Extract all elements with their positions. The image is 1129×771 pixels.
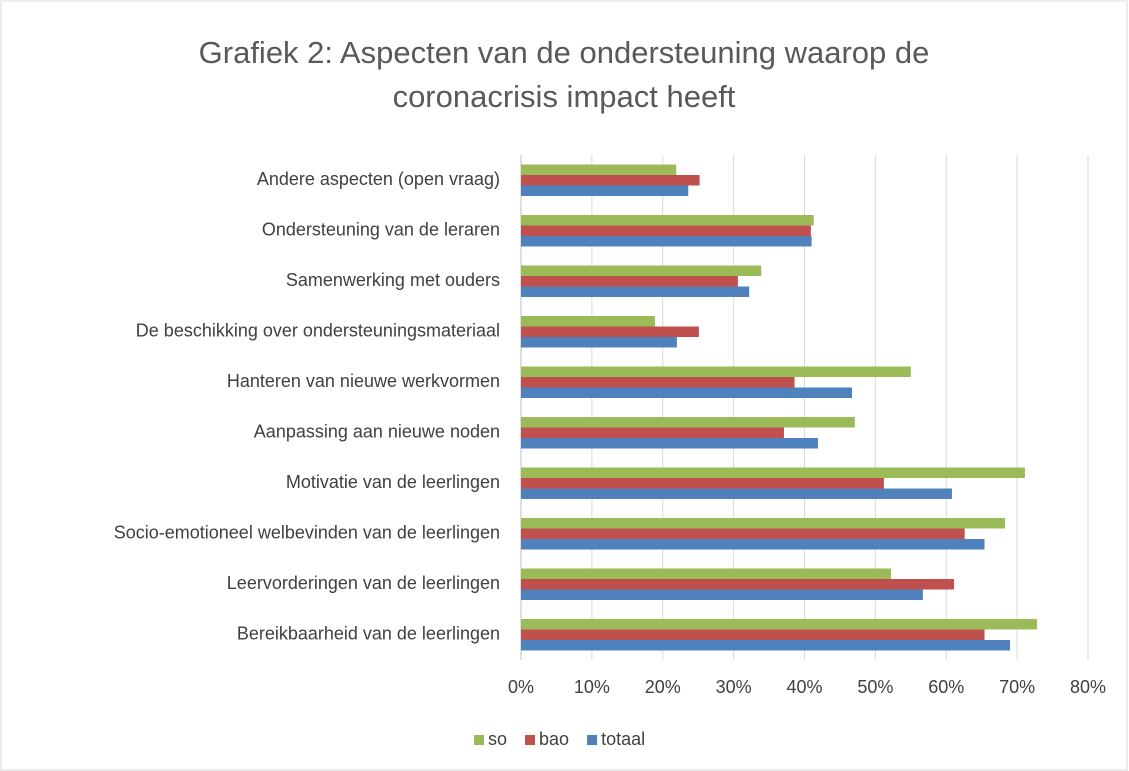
- x-tick-label: 10%: [574, 677, 610, 697]
- y-tick-label: Andere aspecten (open vraag): [257, 169, 500, 189]
- y-tick-label: Ondersteuning van de leraren: [262, 220, 500, 240]
- bar: [521, 629, 985, 640]
- bar: [521, 539, 985, 550]
- y-tick-label: Hanteren van nieuwe werkvormen: [227, 371, 500, 391]
- legend-swatch: [474, 735, 484, 745]
- legend-swatch: [525, 735, 536, 745]
- bar: [521, 528, 965, 539]
- x-tick-label: 60%: [928, 677, 964, 697]
- bar: [521, 326, 699, 337]
- x-tick-label: 30%: [716, 677, 752, 697]
- bar: [521, 265, 762, 276]
- chart-title: coronacrisis impact heeft: [393, 79, 736, 114]
- legend-label: bao: [539, 729, 569, 749]
- bar: [521, 619, 1037, 630]
- bar: [521, 175, 700, 186]
- bar: [521, 488, 952, 499]
- y-tick-label: Bereikbaarheid van de leerlingen: [237, 624, 500, 644]
- chart-title: Grafiek 2: Aspecten van de ondersteuning…: [199, 35, 930, 70]
- bar: [521, 518, 1006, 529]
- x-tick-label: 80%: [1070, 677, 1106, 697]
- legend-swatch: [587, 735, 598, 745]
- bar: [521, 568, 891, 579]
- y-tick-label: Aanpassing aan nieuwe noden: [254, 422, 500, 442]
- x-tick-label: 50%: [857, 677, 893, 697]
- bar: [521, 215, 814, 226]
- y-tick-label: Samenwerking met ouders: [286, 270, 500, 290]
- bar: [521, 589, 923, 600]
- x-tick-label: 20%: [645, 677, 681, 697]
- bar: [521, 387, 852, 398]
- x-tick-label: 0%: [508, 677, 534, 697]
- bar: [521, 276, 738, 287]
- bar: [521, 640, 1011, 651]
- bar: [521, 377, 795, 388]
- bar: [521, 164, 677, 175]
- bar: [521, 316, 655, 327]
- bar: [521, 366, 911, 377]
- legend-label: so: [488, 729, 507, 749]
- bar: [521, 286, 750, 297]
- x-tick-label: 70%: [999, 677, 1035, 697]
- bar: [521, 417, 855, 428]
- x-tick-label: 40%: [786, 677, 822, 697]
- bar: [521, 337, 677, 348]
- y-tick-label: Socio-emotioneel welbevinden van de leer…: [114, 523, 500, 543]
- bar: [521, 225, 811, 236]
- bar: [521, 427, 784, 438]
- y-tick-label: De beschikking over ondersteuningsmateri…: [136, 321, 500, 341]
- bar: [521, 579, 955, 590]
- bar: [521, 236, 812, 247]
- legend-label: totaal: [601, 729, 645, 749]
- bar: [521, 438, 818, 449]
- bar: [521, 478, 884, 489]
- bar: [521, 467, 1025, 478]
- y-tick-label: Motivatie van de leerlingen: [286, 472, 500, 492]
- y-tick-label: Leervorderingen van de leerlingen: [227, 573, 500, 593]
- bar: [521, 185, 689, 196]
